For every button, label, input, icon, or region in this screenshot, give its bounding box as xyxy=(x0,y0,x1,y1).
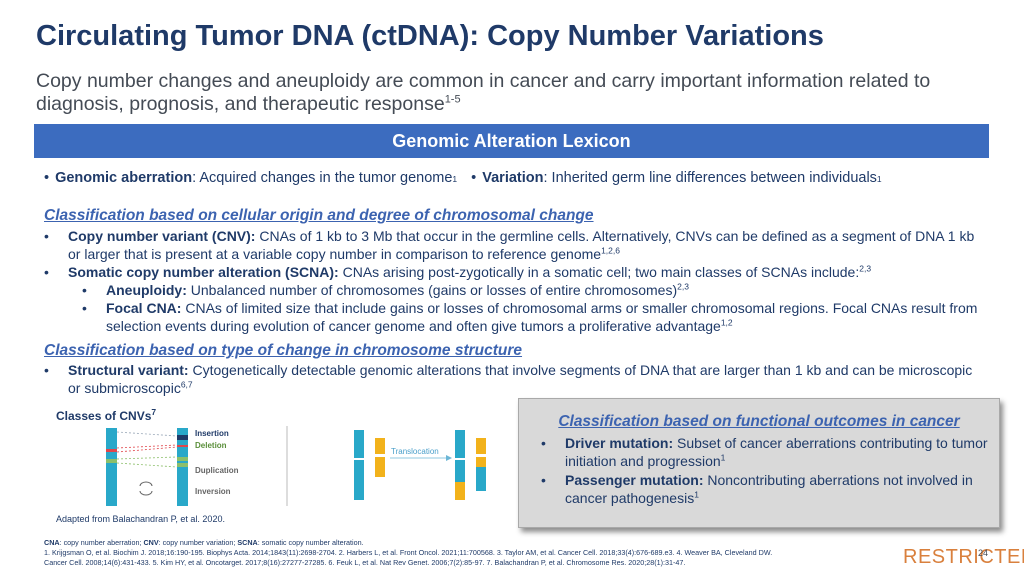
restricted-label: RESTRICTED xyxy=(903,546,1024,568)
abbr-term: CNA xyxy=(44,538,60,547)
functional-list: Driver mutation: Subset of cancer aberra… xyxy=(539,434,989,507)
item-term: Focal CNA: xyxy=(106,300,182,316)
chromosome-d-bottom xyxy=(375,457,385,477)
definition-term: Genomic aberration xyxy=(55,170,193,186)
list-item: Driver mutation: Subset of cancer aberra… xyxy=(539,434,989,470)
item-text: CNAs arising post-zygotically in a somat… xyxy=(338,264,860,280)
label-inversion: Inversion xyxy=(195,487,231,496)
item-refs: 1,2 xyxy=(720,317,733,328)
abbr-term: SCNA xyxy=(237,538,258,547)
chromosome-c-bottom-after xyxy=(455,460,465,482)
abbr-text: : copy number aberration; xyxy=(59,538,144,547)
definition-genomic-aberration: • Genomic aberration: Acquired changes i… xyxy=(44,170,458,186)
section-heading-structural: Classification based on type of change i… xyxy=(44,342,523,359)
item-term: Driver mutation: xyxy=(565,435,674,451)
chromosome-c-bottom xyxy=(354,460,364,500)
duplication-mark-b1 xyxy=(177,457,188,461)
page-title: Circulating Tumor DNA (ctDNA): Copy Numb… xyxy=(36,20,824,52)
label-deletion: Deletion xyxy=(195,441,227,450)
section-heading-functional: Classification based on functional outco… xyxy=(558,413,960,430)
chromosome-c-top xyxy=(354,430,364,458)
item-term: Passenger mutation: xyxy=(565,472,704,488)
cnv-classes-figure: Insertion Deletion Duplication Inversion… xyxy=(106,426,486,506)
page-subtitle: Copy number changes and aneuploidy are c… xyxy=(36,70,966,116)
list-item: Copy number variant (CNV): CNAs of 1 kb … xyxy=(44,227,979,263)
item-text: Cytogenetically detectable genomic alter… xyxy=(68,362,973,396)
item-refs: 1,2,6 xyxy=(601,245,620,256)
bullet-icon: • xyxy=(471,170,477,186)
chromosome-a xyxy=(106,428,117,506)
cnv-figure-title-ref: 7 xyxy=(151,407,157,417)
item-term: Structural variant: xyxy=(68,362,189,378)
chromosome-d-top xyxy=(375,438,385,454)
abbr-text: : somatic copy number alteration. xyxy=(257,538,364,547)
connector-line xyxy=(116,431,178,437)
item-text: CNAs of limited size that include gains … xyxy=(106,300,978,334)
item-term: Aneuploidy: xyxy=(106,282,187,298)
chromosome-d-mid-after xyxy=(476,457,486,467)
arrow-head-icon xyxy=(446,455,452,461)
structural-list: Structural variant: Cytogenetically dete… xyxy=(44,361,979,397)
figure-caption: Adapted from Balachandran P, et al. 2020… xyxy=(56,514,225,524)
cnv-figure-title-text: Classes of CNVs xyxy=(56,409,152,423)
label-translocation: Translocation xyxy=(391,447,439,456)
chromosome-c-top-after xyxy=(455,430,465,458)
references-line-2: Cancer Cell. 2008;14(6):431-433. 5. Kim … xyxy=(44,558,686,567)
deletion-mark-b xyxy=(177,445,188,447)
item-refs: 2,3 xyxy=(677,281,689,292)
label-insertion: Insertion xyxy=(195,429,229,438)
abbr-term: CNV xyxy=(143,538,159,547)
item-text: Subset of cancer aberrations contributin… xyxy=(565,435,988,469)
item-refs: 2,3 xyxy=(859,263,872,274)
item-term: Somatic copy number alteration (SCNA): xyxy=(68,264,339,280)
translocated-segment xyxy=(476,467,486,491)
abbr-text: : copy number variation; xyxy=(158,538,238,547)
section-heading-cellular: Classification based on cellular origin … xyxy=(44,207,594,224)
item-text: Unbalanced number of chromosomes (gains … xyxy=(186,282,678,298)
list-item: Aneuploidy: Unbalanced number of chromos… xyxy=(44,281,979,299)
connector-line xyxy=(116,462,178,468)
deletion-mark-a xyxy=(106,449,117,452)
insertion-mark-b xyxy=(177,435,188,440)
item-text: Noncontributing aberrations not involved… xyxy=(565,472,973,506)
connector-line xyxy=(116,456,178,460)
definitions-row: • Genomic aberration: Acquired changes i… xyxy=(44,170,1004,186)
chromosome-d-top-after xyxy=(476,438,486,454)
item-term: Copy number variant (CNV): xyxy=(68,228,256,244)
duplication-mark-b2 xyxy=(177,463,188,467)
duplication-mark-a xyxy=(106,459,117,463)
item-text: CNAs of 1 kb to 3 Mb that occur in the g… xyxy=(68,228,975,262)
item-refs: 1 xyxy=(720,452,726,463)
list-item: Somatic copy number alteration (SCNA): C… xyxy=(44,263,979,281)
label-duplication: Duplication xyxy=(195,466,239,475)
page-number: 24 xyxy=(978,548,989,558)
definition-text: : Inherited germ line differences betwee… xyxy=(543,170,877,186)
translocated-segment xyxy=(455,482,465,500)
abbreviations-line: CNA: copy number aberration; CNV: copy n… xyxy=(44,538,924,548)
list-item: Passenger mutation: Noncontributing aber… xyxy=(539,471,989,507)
subtitle-text: Copy number changes and aneuploidy are c… xyxy=(36,70,931,115)
cellular-list: Copy number variant (CNV): CNAs of 1 kb … xyxy=(44,227,979,335)
cnv-figure-title: Classes of CNVs7 xyxy=(56,407,157,423)
item-refs: 6,7 xyxy=(180,379,193,390)
lexicon-banner: Genomic Alteration Lexicon xyxy=(34,124,989,158)
inversion-arrow-icon xyxy=(139,481,153,487)
definition-variation: • Variation: Inherited germ line differe… xyxy=(471,170,882,186)
bullet-icon: • xyxy=(44,170,50,186)
references-line-1: 1. Krijgsman O, et al. Biochim J. 2018;1… xyxy=(44,548,773,557)
connector-line xyxy=(116,444,178,449)
inversion-arrow-icon xyxy=(139,490,153,496)
subtitle-refs: 1-5 xyxy=(444,93,461,106)
footnotes: CNA: copy number aberration; CNV: copy n… xyxy=(44,538,924,568)
definition-text: : Acquired changes in the tumor genome xyxy=(192,170,453,186)
item-refs: 1 xyxy=(694,489,699,500)
list-item: Focal CNA: CNAs of limited size that inc… xyxy=(44,299,979,335)
list-item: Structural variant: Cytogenetically dete… xyxy=(44,361,979,397)
functional-outcomes-box: Classification based on functional outco… xyxy=(518,398,1000,528)
definition-term: Variation xyxy=(482,170,544,186)
